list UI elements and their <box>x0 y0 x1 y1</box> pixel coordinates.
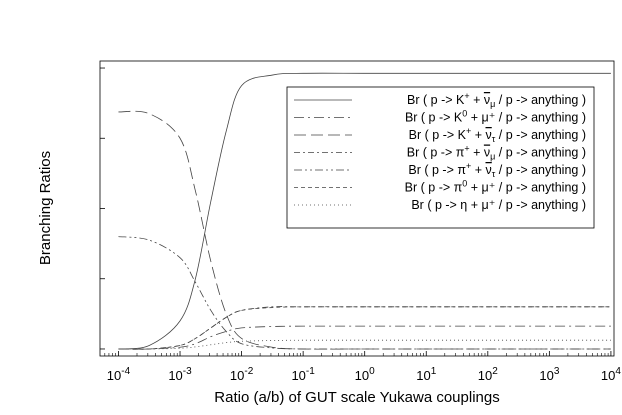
legend-text-prefix: Br ( p -> η + <box>411 198 481 212</box>
x-tick-exponent: 3 <box>554 366 560 377</box>
x-axis-label: Ratio (a/b) of GUT scale Yukawa coupling… <box>214 389 499 406</box>
series-lines <box>118 72 611 350</box>
legend: Br ( p -> K+ + νμ / p -> anything )Br ( … <box>286 86 595 229</box>
x-tick-base: 10 <box>107 368 121 383</box>
legend-text-prefix: Br ( p -> π <box>408 163 466 177</box>
legend-text-suffix: / p -> anything ) <box>495 146 586 160</box>
legend-text-prefix: Br ( p -> π <box>407 146 465 160</box>
legend-label-4: Br ( p -> π+ + ντ / p -> anything ) <box>408 161 586 179</box>
legend-label-6: Br ( p -> η + μ⁺ / p -> anything ) <box>411 198 586 212</box>
x-tick-exponent: 1 <box>431 366 437 377</box>
legend-text-prefix: Br ( p -> π <box>405 181 463 195</box>
legend-text-mid: + <box>470 146 484 160</box>
x-tick-base: 10 <box>168 368 182 383</box>
legend-text-prefix: Br ( p -> K <box>407 93 465 107</box>
legend-text-suffix: μ⁺ / p -> anything ) <box>482 181 586 195</box>
legend-superscript: + <box>466 126 471 136</box>
x-tick-label: 10-1 <box>291 366 315 383</box>
x-tick-label: 102 <box>478 366 498 383</box>
series-line-6 <box>118 339 611 350</box>
legend-text-prefix: Br ( p -> K <box>405 111 463 125</box>
x-tick-label: 10-2 <box>230 366 254 383</box>
legend-label-2: Br ( p -> K+ + ντ / p -> anything ) <box>409 126 586 144</box>
legend-text-prefix: Br ( p -> K <box>409 128 467 142</box>
legend-neutrino: ν <box>484 93 490 107</box>
x-tick-base: 10 <box>291 368 305 383</box>
x-tick-label: 100 <box>355 366 375 383</box>
x-tick-exponent: -3 <box>183 366 192 377</box>
series-line-0 <box>118 72 611 350</box>
legend-text-suffix: μ⁺ / p -> anything ) <box>482 198 586 212</box>
x-tick-label: 10-3 <box>168 366 192 383</box>
legend-superscript: + <box>464 91 469 101</box>
legend-superscript: 0 <box>462 179 467 189</box>
legend-neutrino: ν <box>486 163 492 177</box>
legend-text-suffix: / p -> anything ) <box>495 128 586 142</box>
x-tick-exponent: 0 <box>369 366 375 377</box>
legend-superscript: + <box>464 144 469 154</box>
series-line-3 <box>118 306 611 350</box>
legend-subscript: τ <box>492 169 496 179</box>
y-axis <box>100 67 105 350</box>
x-tick-label: 10-4 <box>107 366 131 383</box>
legend-text-mid: + <box>470 93 484 107</box>
series-line-2 <box>118 110 611 350</box>
legend-neutrino: ν <box>486 128 492 142</box>
x-tick-exponent: -4 <box>121 366 130 377</box>
legend-label-3: Br ( p -> π+ + νμ / p -> anything ) <box>407 144 586 162</box>
y-axis-label: Branching Ratios <box>37 151 54 265</box>
legend-text-suffix: / p -> anything ) <box>495 163 586 177</box>
legend-box <box>286 86 595 229</box>
x-axis: 10-4 10-3 10-2 10-1 100 101 102 103 104 <box>104 351 621 383</box>
legend-superscript: 0 <box>462 109 467 119</box>
legend-neutrino: ν <box>484 146 490 160</box>
x-tick-label: 101 <box>416 366 436 383</box>
x-tick-base: 10 <box>601 368 615 383</box>
legend-text-mid: + <box>471 163 485 177</box>
x-tick-base: 10 <box>355 368 369 383</box>
legend-text-mid: + <box>471 128 485 142</box>
legend-label-0: Br ( p -> K+ + νμ / p -> anything ) <box>407 91 586 109</box>
x-tick-label: 104 <box>601 366 621 383</box>
legend-subscript: μ <box>490 99 495 109</box>
legend-superscript: + <box>466 161 471 171</box>
x-tick-exponent: -1 <box>306 366 315 377</box>
legend-subscript: μ <box>490 152 495 162</box>
series-line-5 <box>118 306 611 350</box>
legend-text-mid: + <box>467 181 481 195</box>
x-tick-exponent: 2 <box>492 366 498 377</box>
x-tick-label: 103 <box>539 366 559 383</box>
x-tick-exponent: 4 <box>615 366 621 377</box>
legend-label-5: Br ( p -> π0 + μ⁺ / p -> anything ) <box>405 179 586 195</box>
series-line-1 <box>118 325 611 350</box>
x-tick-base: 10 <box>416 368 430 383</box>
legend-subscript: τ <box>492 134 496 144</box>
x-tick-base: 10 <box>539 368 553 383</box>
legend-label-1: Br ( p -> K0 + μ⁺ / p -> anything ) <box>405 109 586 125</box>
x-tick-base: 10 <box>478 368 492 383</box>
series-line-4 <box>118 236 611 350</box>
x-tick-exponent: -2 <box>244 366 253 377</box>
x-tick-base: 10 <box>230 368 244 383</box>
legend-text-suffix: μ⁺ / p -> anything ) <box>482 111 586 125</box>
legend-text-suffix: / p -> anything ) <box>495 93 586 107</box>
legend-text-mid: + <box>467 111 481 125</box>
